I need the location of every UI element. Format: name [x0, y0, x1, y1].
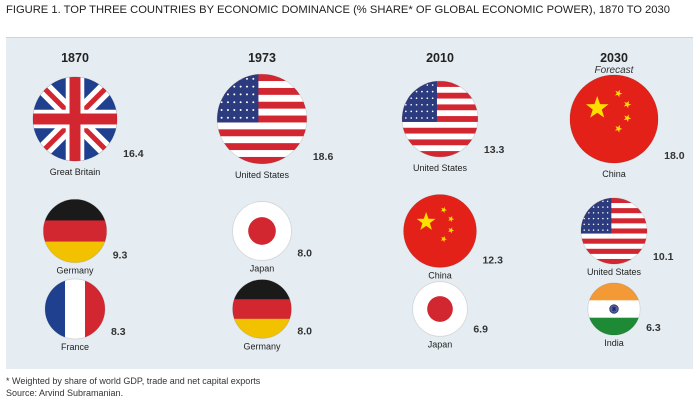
source-note: Source: Arvind Subramanian. — [6, 388, 124, 398]
country-label: China — [428, 270, 452, 280]
value-label: 13.3 — [484, 144, 505, 156]
france-flag-icon — [44, 278, 106, 340]
country-label: Japan — [428, 339, 453, 349]
country-label: China — [602, 169, 626, 179]
value-label: 8.0 — [297, 325, 312, 337]
country-label: India — [604, 338, 624, 348]
value-label: 18.0 — [664, 150, 685, 162]
value-label: 18.6 — [313, 151, 334, 163]
chart-panel: 1870 16.4 Great Britain 9.3 Germany 8.3 France… — [6, 37, 693, 369]
value-label: 16.4 — [123, 148, 144, 160]
uk-flag-icon — [32, 76, 118, 162]
year-header-1973: 1973 — [248, 51, 276, 65]
footnote: * Weighted by share of world GDP, trade … — [6, 376, 261, 386]
country-label: United States — [413, 163, 468, 173]
country-dominance-chart: 1870 16.4 Great Britain 9.3 Germany 8.3 France… — [32, 51, 685, 352]
country-label: United States — [235, 170, 290, 180]
value-label: 8.0 — [297, 247, 312, 259]
china-flag-icon — [569, 74, 659, 164]
country-label: Japan — [250, 263, 275, 273]
year-header-2030: 2030 — [600, 51, 628, 65]
value-label: 10.1 — [653, 251, 674, 263]
value-label: 6.9 — [473, 323, 488, 335]
japan-flag-icon — [412, 281, 468, 337]
us-flag-icon — [216, 73, 308, 165]
country-label: France — [61, 342, 89, 352]
value-label: 6.3 — [646, 322, 661, 334]
value-label: 8.3 — [111, 326, 126, 338]
germany-flag-icon — [232, 279, 292, 339]
country-label: Germany — [56, 266, 94, 276]
germany-flag-icon — [42, 198, 108, 264]
value-label: 12.3 — [482, 254, 503, 266]
country-label: Germany — [243, 341, 281, 351]
year-subtitle-2030: Forecast — [595, 65, 635, 76]
value-label: 9.3 — [113, 250, 128, 262]
figure-title: FIGURE 1. TOP THREE COUNTRIES BY ECONOMI… — [6, 4, 670, 16]
us-flag-icon — [401, 80, 479, 158]
us-flag-icon — [580, 197, 648, 265]
country-label: United States — [587, 267, 642, 277]
year-header-1870: 1870 — [61, 51, 89, 65]
japan-flag-icon — [232, 201, 292, 261]
country-label: Great Britain — [50, 167, 101, 177]
india-flag-icon — [587, 282, 641, 336]
china-flag-icon — [403, 194, 477, 268]
year-header-2010: 2010 — [426, 51, 454, 65]
